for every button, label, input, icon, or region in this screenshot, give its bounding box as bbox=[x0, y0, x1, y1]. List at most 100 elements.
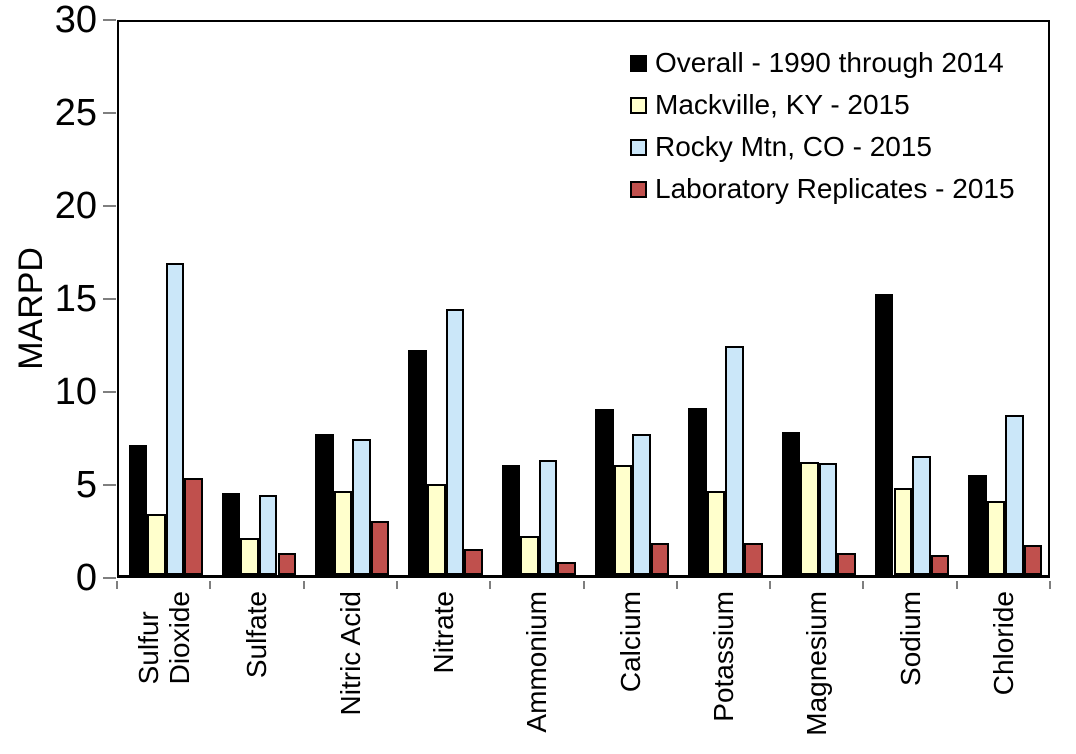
y-axis-tick-label: 5 bbox=[75, 464, 97, 506]
bar-laboratory-replicates-potassium bbox=[744, 543, 763, 575]
x-axis-tick bbox=[302, 581, 305, 589]
y-axis-tick-label: 15 bbox=[54, 278, 97, 320]
y-axis-tick bbox=[103, 391, 116, 393]
bar-laboratory-replicates-ammonium bbox=[557, 561, 576, 575]
bar-overall-sulfate bbox=[221, 493, 241, 575]
bar-laboratory-replicates-nitric-acid bbox=[370, 521, 390, 575]
x-axis-label-chloride: Chloride bbox=[958, 591, 1048, 695]
bar-overall-sulfur-dioxide bbox=[128, 444, 148, 575]
bar-mackville-ky-calcium bbox=[613, 465, 633, 575]
x-axis-label-potassium: Potassium bbox=[678, 591, 768, 722]
y-axis-tick-label: 30 bbox=[54, 0, 97, 41]
bar-laboratory-replicates-sodium bbox=[930, 554, 950, 575]
x-axis-label-text: Ammonium bbox=[521, 591, 553, 733]
bar-mackville-ky-ammonium bbox=[520, 535, 539, 575]
x-axis-label-text: Sulfur Dioxide bbox=[132, 591, 195, 685]
bar-mackville-ky-nitrate bbox=[427, 483, 446, 575]
y-axis-tick-label: 10 bbox=[54, 371, 97, 413]
x-axis-label-calcium: Calcium bbox=[585, 591, 675, 692]
y-axis-tick bbox=[103, 19, 116, 21]
x-axis-label-sulfur-dioxide: Sulfur Dioxide bbox=[119, 591, 209, 684]
legend-label: Mackville, KY - 2015 bbox=[655, 89, 910, 120]
x-axis-tick bbox=[1049, 581, 1051, 589]
y-axis-tick bbox=[103, 298, 116, 300]
x-axis-label-ammonium: Ammonium bbox=[492, 591, 582, 733]
bar-laboratory-replicates-sulfur-dioxide bbox=[184, 478, 203, 575]
x-axis-tick bbox=[675, 581, 678, 589]
y-axis-tick-label: 25 bbox=[54, 92, 97, 134]
bar-rocky-mtn-co-sulfate bbox=[258, 495, 278, 575]
x-axis-tick bbox=[395, 581, 398, 589]
x-axis-label-sodium: Sodium bbox=[865, 591, 955, 686]
x-axis-label-text: Sodium bbox=[894, 591, 926, 686]
x-axis-tick bbox=[116, 581, 118, 589]
legend-label: Laboratory Replicates - 2015 bbox=[655, 173, 1015, 204]
legend-label: Rocky Mtn, CO - 2015 bbox=[655, 131, 932, 162]
legend-swatch-icon bbox=[630, 96, 647, 114]
x-axis-tick bbox=[582, 581, 585, 589]
bar-overall-ammonium bbox=[501, 465, 521, 575]
bar-laboratory-replicates-magnesium bbox=[837, 552, 856, 575]
x-axis-label-text: Calcium bbox=[614, 591, 646, 693]
legend-swatch-icon bbox=[630, 54, 647, 72]
bar-overall-magnesium bbox=[781, 431, 801, 575]
bar-laboratory-replicates-chloride bbox=[1023, 545, 1043, 575]
y-axis-tick-label: 0 bbox=[75, 557, 97, 599]
bar-mackville-ky-potassium bbox=[706, 491, 726, 575]
bar-mackville-ky-sulfate bbox=[240, 537, 259, 575]
x-axis-label-nitrate: Nitrate bbox=[399, 591, 489, 673]
x-axis-tick bbox=[209, 581, 212, 589]
legend-item-laboratory-replicates: Laboratory Replicates - 2015 bbox=[630, 168, 1015, 210]
bar-overall-sodium bbox=[874, 294, 894, 575]
bar-rocky-mtn-co-sulfur-dioxide bbox=[165, 262, 185, 575]
plot-area bbox=[117, 20, 1050, 578]
legend-item-overall: Overall - 1990 through 2014 bbox=[630, 42, 1015, 84]
y-axis-tick bbox=[103, 112, 116, 114]
x-axis-tick bbox=[862, 581, 865, 589]
x-axis-label-sulfate: Sulfate bbox=[212, 591, 302, 678]
x-axis-label-text: Potassium bbox=[707, 591, 739, 722]
bar-laboratory-replicates-sulfate bbox=[277, 552, 297, 575]
bar-rocky-mtn-co-chloride bbox=[1005, 415, 1024, 575]
bar-overall-nitrate bbox=[408, 349, 427, 575]
bar-rocky-mtn-co-potassium bbox=[725, 346, 744, 575]
y-axis-tick bbox=[103, 484, 116, 486]
bar-overall-calcium bbox=[595, 409, 614, 575]
bar-mackville-ky-sodium bbox=[893, 487, 913, 575]
x-axis-label-text: Nitrate bbox=[428, 591, 460, 674]
x-axis-tick bbox=[769, 581, 772, 589]
x-axis-label-text: Nitric Acid bbox=[334, 591, 366, 716]
bar-laboratory-replicates-nitrate bbox=[464, 548, 483, 575]
bar-mackville-ky-magnesium bbox=[800, 461, 819, 575]
y-axis-tick-label: 20 bbox=[54, 185, 97, 227]
bar-rocky-mtn-co-magnesium bbox=[818, 463, 838, 575]
bar-rocky-mtn-co-nitric-acid bbox=[352, 439, 371, 575]
bar-rocky-mtn-co-calcium bbox=[632, 433, 651, 575]
bar-mackville-ky-chloride bbox=[986, 500, 1006, 575]
bar-overall-potassium bbox=[688, 407, 707, 575]
bar-laboratory-replicates-calcium bbox=[650, 543, 670, 575]
x-axis-tick bbox=[489, 581, 492, 589]
x-axis-label-nitric-acid: Nitric Acid bbox=[305, 591, 395, 715]
bar-rocky-mtn-co-ammonium bbox=[538, 459, 558, 575]
y-axis-tick bbox=[103, 577, 116, 579]
legend: Overall - 1990 through 2014 Mackville, KY… bbox=[630, 42, 1015, 210]
y-axis-tick bbox=[103, 205, 116, 207]
bar-rocky-mtn-co-sodium bbox=[912, 455, 931, 575]
bar-mackville-ky-sulfur-dioxide bbox=[147, 513, 166, 575]
legend-label: Overall - 1990 through 2014 bbox=[655, 47, 1004, 78]
x-axis-label-text: Sulfate bbox=[241, 591, 273, 679]
x-axis-label-magnesium: Magnesium bbox=[772, 591, 862, 736]
bar-overall-chloride bbox=[968, 474, 987, 575]
x-axis-label-text: Magnesium bbox=[801, 591, 833, 736]
x-axis-tick bbox=[955, 581, 958, 589]
legend-swatch-icon bbox=[630, 180, 647, 198]
bar-overall-nitric-acid bbox=[315, 433, 334, 575]
x-axis-label-text: Chloride bbox=[987, 591, 1019, 696]
legend-swatch-icon bbox=[630, 138, 647, 156]
legend-item-rocky-mtn-co: Rocky Mtn, CO - 2015 bbox=[630, 126, 1015, 168]
bar-mackville-ky-nitric-acid bbox=[333, 491, 353, 575]
bar-rocky-mtn-co-nitrate bbox=[445, 309, 465, 575]
legend-item-mackville-ky: Mackville, KY - 2015 bbox=[630, 84, 1015, 126]
